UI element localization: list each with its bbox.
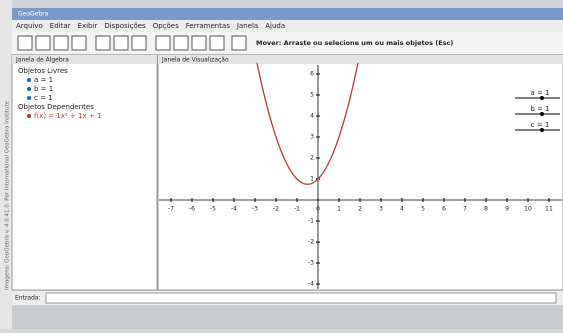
- slider-label: c = 1: [531, 121, 550, 129]
- free-object: b = 1: [34, 85, 53, 93]
- x-tick-label: -6: [189, 206, 195, 213]
- x-tick-label: 3: [379, 206, 383, 213]
- menu-item[interactable]: Arquivo: [16, 22, 43, 30]
- screen: Imagens: GeoGebra v. 4.0.41.0. Por Inter…: [0, 0, 563, 329]
- x-tick-label: 5: [421, 206, 425, 213]
- y-tick-label: -2: [308, 239, 314, 246]
- y-tick-label: 6: [310, 71, 314, 78]
- tool-button[interactable]: [156, 36, 170, 50]
- bullet: [27, 96, 31, 100]
- slider-knob[interactable]: [540, 112, 544, 116]
- tool-button[interactable]: [192, 36, 206, 50]
- graphics-title: Janela de Visualização: [161, 57, 229, 64]
- tool-button[interactable]: [174, 36, 188, 50]
- bullet: [27, 87, 31, 91]
- y-tick-label: 1: [310, 176, 314, 183]
- bullet: [27, 114, 31, 118]
- input-label: Entrada:: [15, 295, 41, 302]
- input-field[interactable]: [46, 293, 556, 303]
- menu-item[interactable]: Opções: [153, 22, 179, 30]
- y-tick-label: -4: [308, 281, 314, 288]
- tool-button[interactable]: [72, 36, 86, 50]
- footer: [12, 306, 563, 329]
- algebra-title: Janela de Álgebra: [15, 57, 69, 64]
- dependent-heading: Objetos Dependentes: [18, 103, 94, 111]
- tool-button[interactable]: [96, 36, 110, 50]
- x-tick-label: -7: [168, 206, 174, 213]
- y-tick-label: 5: [310, 92, 314, 99]
- x-tick-label: -5: [210, 206, 216, 213]
- y-tick-label: -3: [308, 260, 314, 267]
- x-tick-label: -2: [273, 206, 279, 213]
- tool-button[interactable]: [114, 36, 128, 50]
- title-bar: [12, 8, 563, 20]
- tool-button[interactable]: [18, 36, 32, 50]
- graphics-panel: [158, 55, 563, 290]
- slider-label: b = 1: [530, 105, 549, 113]
- x-tick-label: 2: [358, 206, 362, 213]
- dependent-object: f(x) = 1x² + 1x + 1: [34, 112, 101, 120]
- x-tick-label: -4: [231, 206, 237, 213]
- y-tick-label: 3: [310, 134, 314, 141]
- slider-knob[interactable]: [540, 96, 544, 100]
- tool-button[interactable]: [54, 36, 68, 50]
- free-object: a = 1: [34, 76, 53, 84]
- bullet: [27, 78, 31, 82]
- side-note: Imagens: GeoGebra v. 4.0.41.0. Por Inter…: [5, 100, 11, 290]
- x-tick-label: 0: [316, 206, 320, 213]
- tool-button[interactable]: [210, 36, 224, 50]
- x-tick-label: 9: [505, 206, 509, 213]
- x-tick-label: -3: [252, 206, 258, 213]
- x-tick-label: 1: [337, 206, 341, 213]
- free-heading: Objetos Livres: [18, 67, 68, 75]
- x-tick-label: 6: [442, 206, 446, 213]
- tool-button[interactable]: [232, 36, 246, 50]
- x-tick-label: 7: [463, 206, 467, 213]
- slider-label: a = 1: [530, 89, 549, 97]
- y-tick-label: -1: [308, 218, 314, 225]
- x-tick-label: 4: [400, 206, 404, 213]
- x-tick-label: 11: [545, 206, 553, 213]
- tool-hint: Mover: Arraste ou selecione um ou mais o…: [256, 39, 453, 47]
- menu-item[interactable]: Janela: [236, 22, 258, 30]
- menu-item[interactable]: Exibir: [78, 22, 98, 30]
- tool-button[interactable]: [36, 36, 50, 50]
- menu-item[interactable]: Disposições: [104, 22, 146, 30]
- menu-item[interactable]: Ajuda: [265, 22, 285, 30]
- x-tick-label: -1: [294, 206, 300, 213]
- menu-item[interactable]: Editar: [50, 22, 71, 30]
- window-title: GeoGebra: [18, 11, 49, 18]
- free-object: c = 1: [34, 94, 53, 102]
- menu-item[interactable]: Ferramentas: [186, 22, 230, 30]
- y-tick-label: 4: [310, 113, 314, 120]
- tool-button[interactable]: [132, 36, 146, 50]
- x-tick-label: 8: [484, 206, 488, 213]
- slider-knob[interactable]: [540, 128, 544, 132]
- x-tick-label: 10: [524, 206, 532, 213]
- y-tick-label: 2: [310, 155, 314, 162]
